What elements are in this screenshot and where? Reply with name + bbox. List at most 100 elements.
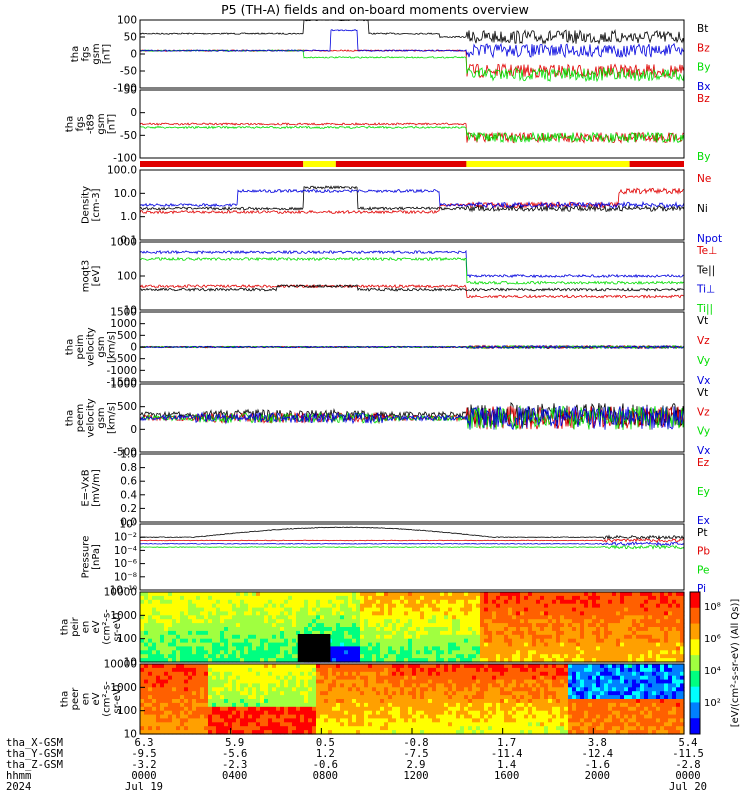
heatmap-cell — [336, 702, 341, 708]
heatmap-cell — [352, 726, 357, 731]
heatmap-cell — [188, 658, 193, 663]
heatmap-cell — [364, 611, 369, 616]
heatmap-cell — [184, 619, 189, 624]
heatmap-cell — [420, 706, 425, 712]
heatmap-cell — [180, 642, 185, 648]
heatmap-cell — [608, 726, 613, 731]
heatmap-cell — [612, 671, 617, 677]
heatmap-cell — [540, 642, 545, 648]
heatmap-cell — [360, 671, 365, 677]
heatmap-cell — [192, 592, 197, 597]
heatmap-cell — [336, 714, 341, 720]
heatmap-cell — [248, 687, 253, 692]
heatmap-cell — [560, 667, 565, 673]
heatmap-cell — [212, 726, 217, 731]
heatmap-cell — [620, 599, 625, 605]
heatmap-cell — [260, 642, 265, 648]
heatmap-cell — [216, 642, 221, 648]
panel-frame — [139, 383, 685, 453]
heatmap-cell — [180, 699, 185, 704]
heatmap-cell — [196, 634, 201, 640]
heatmap-cell — [252, 630, 257, 636]
heatmap-cell — [568, 646, 573, 651]
heatmap-cell — [508, 599, 513, 605]
heatmap-cell — [652, 627, 657, 632]
heatmap-cell — [308, 627, 313, 632]
heatmap-cell — [296, 599, 301, 605]
heatmap-cell — [468, 650, 473, 655]
heatmap-cell — [424, 718, 429, 723]
heatmap-cell — [440, 599, 445, 605]
heatmap-cell — [520, 710, 525, 716]
heatmap-cell — [276, 607, 281, 613]
heatmap-cell — [464, 623, 469, 628]
heatmap-cell — [332, 646, 337, 651]
heatmap-cell — [572, 615, 577, 620]
heatmap-cell — [584, 615, 589, 620]
heatmap-cell — [204, 726, 209, 731]
heatmap-cell — [296, 675, 301, 681]
heatmap-cell — [496, 634, 501, 640]
heatmap-cell — [232, 671, 237, 677]
heatmap-cell — [224, 714, 229, 720]
heatmap-cell — [652, 658, 657, 663]
heatmap-cell — [432, 687, 437, 692]
heatmap-cell — [620, 630, 625, 636]
heatmap-cell — [148, 695, 153, 700]
heatmap-cell — [620, 671, 625, 677]
heatmap-cell — [412, 623, 417, 628]
heatmap-cell — [296, 611, 301, 616]
heatmap-cell — [376, 730, 381, 735]
heatmap-cell — [428, 642, 433, 648]
heatmap-cell — [380, 691, 385, 696]
heatmap-cell — [412, 714, 417, 720]
heatmap-cell — [464, 730, 469, 735]
heatmap-cell — [568, 710, 573, 716]
heatmap-cell — [180, 627, 185, 632]
heatmap-cell — [380, 599, 385, 605]
heatmap-cell — [352, 592, 357, 597]
heatmap-cell — [508, 623, 513, 628]
heatmap-cell — [308, 687, 313, 692]
heatmap-cell — [484, 638, 489, 644]
heatmap-cell — [316, 683, 321, 688]
heatmap-cell — [364, 607, 369, 613]
heatmap-cell — [148, 630, 153, 636]
heatmap-cell — [656, 599, 661, 605]
heatmap-cell — [424, 687, 429, 692]
heatmap-cell — [392, 726, 397, 731]
heatmap-cell — [176, 718, 181, 723]
heatmap-cell — [404, 654, 409, 659]
heatmap-cell — [564, 664, 569, 669]
heatmap-cell — [536, 592, 541, 597]
heatmap-cell — [360, 654, 365, 659]
heatmap-cell — [460, 658, 465, 663]
heatmap-cell — [412, 611, 417, 616]
heatmap-cell — [624, 695, 629, 700]
heatmap-cell — [152, 646, 157, 651]
heatmap-cell — [252, 714, 257, 720]
heatmap-cell — [244, 664, 249, 669]
heatmap-cell — [416, 627, 421, 632]
heatmap-cell — [584, 683, 589, 688]
heatmap-cell — [396, 702, 401, 708]
heatmap-cell — [680, 627, 685, 632]
heatmap-cell — [320, 710, 325, 716]
heatmap-cell — [196, 607, 201, 613]
heatmap-cell — [368, 691, 373, 696]
heatmap-cell — [352, 722, 357, 727]
heatmap-cell — [208, 615, 213, 620]
heatmap-cell — [664, 615, 669, 620]
heatmap-cell — [624, 730, 629, 735]
heatmap-cell — [224, 592, 229, 597]
heatmap-cell — [388, 619, 393, 624]
heatmap-cell — [368, 718, 373, 723]
heatmap-cell — [296, 699, 301, 704]
heatmap-cell — [624, 658, 629, 663]
heatmap-cell — [280, 710, 285, 716]
heatmap-cell — [624, 664, 629, 669]
heatmap-cell — [372, 710, 377, 716]
heatmap-cell — [260, 634, 265, 640]
heatmap-cell — [592, 722, 597, 727]
heatmap-cell — [500, 687, 505, 692]
